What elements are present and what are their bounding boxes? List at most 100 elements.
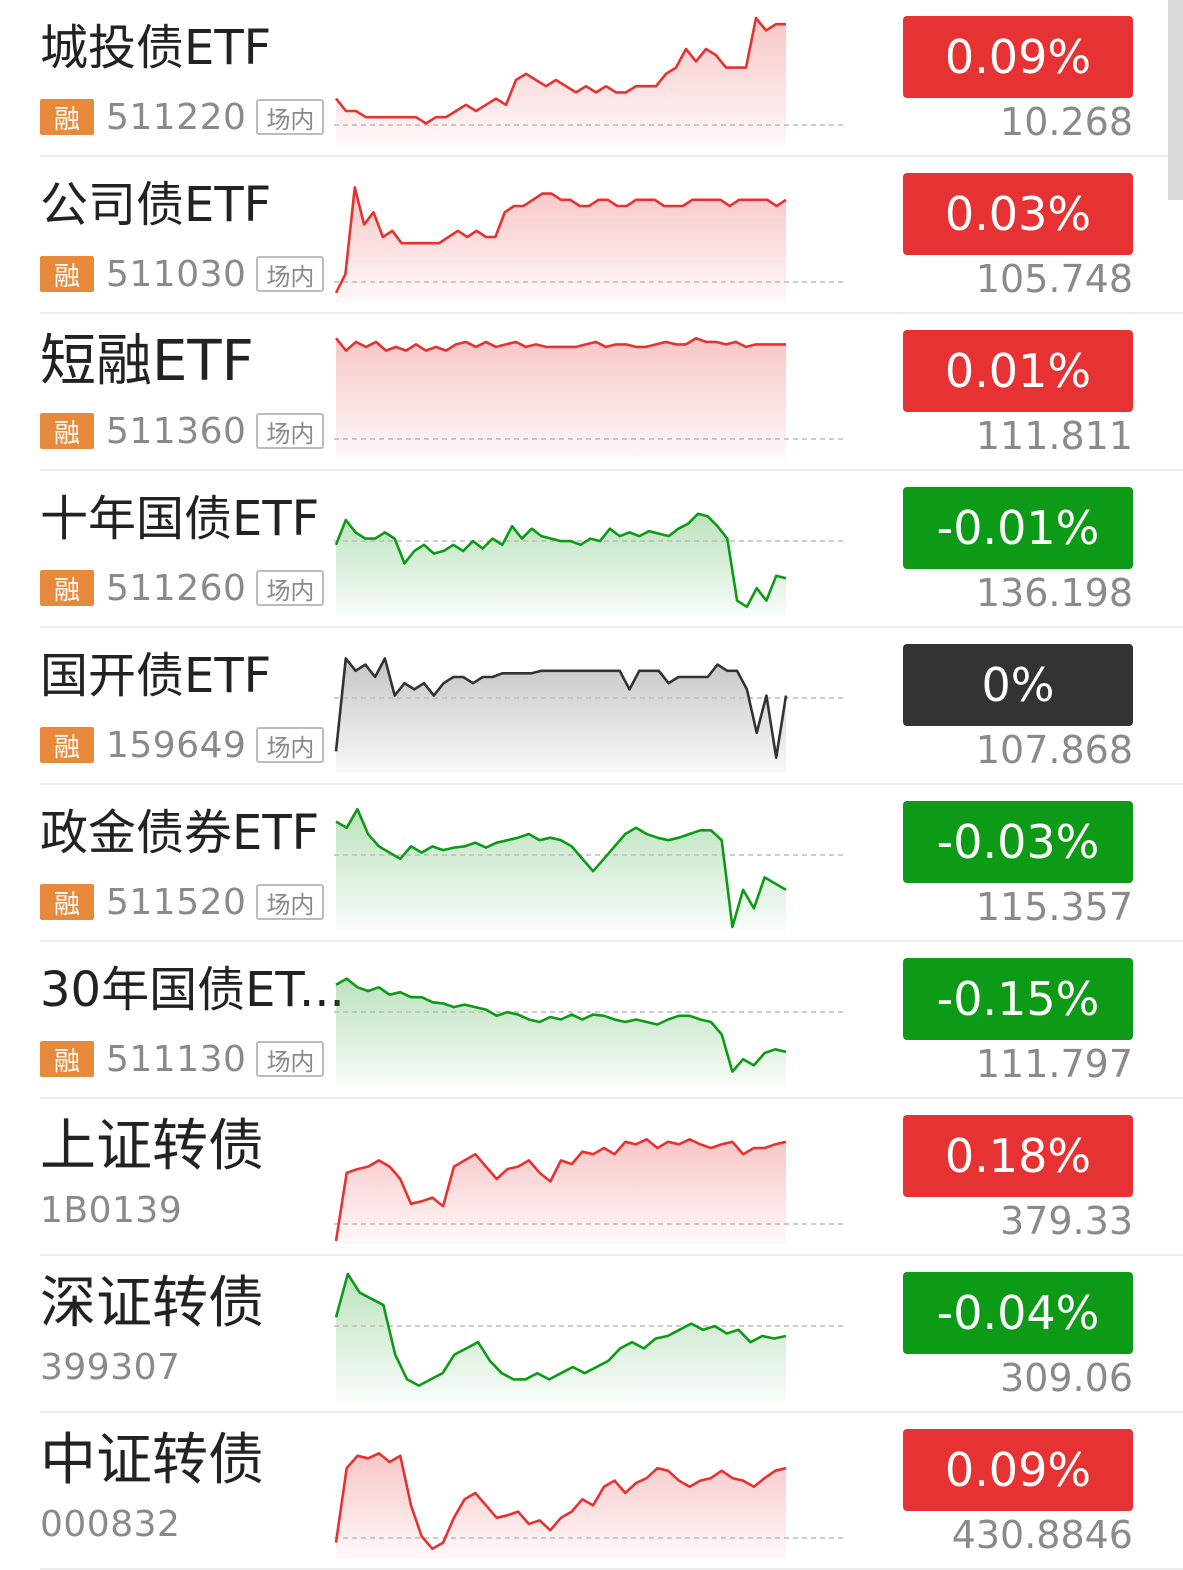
sparkline-chart [334,336,846,459]
change-badge[interactable]: 0.18% [903,1115,1133,1197]
change-badge[interactable]: 0% [903,644,1133,726]
security-name: 上证转债 [40,1114,264,1179]
margin-badge: 融 [40,256,94,292]
market-tag: 场内 [256,413,325,449]
margin-badge: 融 [40,1041,94,1077]
change-badge[interactable]: -0.04% [903,1272,1133,1354]
security-code: 511260 [106,567,247,609]
sparkline-line [334,1138,787,1242]
last-price: 430.8846 [951,1513,1133,1557]
change-badge[interactable]: 0.01% [903,330,1133,412]
sparkline-area [336,658,786,773]
last-price: 107.868 [975,728,1133,772]
security-code: 159649 [106,724,247,766]
change-badge[interactable]: 0.09% [903,16,1133,98]
security-meta: 融 511220 场内 [40,96,325,138]
security-meta: 融 511130 场内 [40,1039,325,1080]
security-meta: 融 511260 场内 [40,567,325,609]
last-price: 111.811 [975,414,1133,458]
row-divider [40,1254,1183,1256]
row-divider [40,1097,1183,1099]
security-name: 公司债ETF [40,177,272,233]
security-code: 399307 [40,1346,181,1388]
sparkline-line [335,807,787,929]
sparkline-chart [334,16,846,145]
sparkline-area [336,187,786,302]
sparkline-chart [334,186,846,302]
margin-badge: 融 [40,884,94,920]
row-divider [40,155,1183,157]
sparkline-line [334,512,787,609]
market-tag: 场内 [256,99,325,135]
sparkline-line [334,336,786,352]
sparkline-line [334,657,788,759]
margin-badge: 融 [40,727,94,763]
change-badge[interactable]: -0.01% [903,487,1133,569]
row-divider [40,626,1183,628]
change-badge[interactable]: 0.03% [903,173,1133,255]
security-code: 511220 [106,96,247,138]
sparkline-chart [334,512,846,616]
row-divider [40,469,1183,471]
market-tag: 场内 [256,1041,325,1077]
security-code: 511360 [106,410,247,452]
etf-row[interactable]: 十年国债ETF 融 511260 场内 -0.01% 136.198 [0,471,1183,628]
etf-row[interactable]: 城投债ETF 融 511220 场内 0.09% 10.268 [0,0,1183,157]
change-badge[interactable]: -0.15% [903,958,1133,1040]
security-name: 国开债ETF [40,648,272,704]
sparkline-line [334,1452,787,1551]
security-meta: 融 511520 场内 [40,881,325,923]
sparkline-chart [334,807,846,930]
margin-badge: 融 [40,99,94,135]
etf-row[interactable]: 国开债ETF 融 159649 场内 0% 107.868 [0,628,1183,785]
security-code: 511030 [106,253,247,295]
etf-row[interactable]: 深证转债 399307 -0.04% 309.06 [0,1256,1183,1413]
security-meta: 1B0139 [40,1190,182,1231]
sparkline-line [335,977,787,1073]
sparkline-chart [334,1272,846,1401]
etf-row[interactable]: 30年国债ET... 融 511130 场内 -0.15% 111.797 [0,942,1183,1099]
security-name: 30年国债ET... [40,962,345,1018]
row-divider [40,940,1183,942]
sparkline-area [336,18,786,145]
margin-badge: 融 [40,413,94,449]
etf-row[interactable]: 政金债券ETF 融 511520 场内 -0.03% 115.357 [0,785,1183,942]
sparkline-line [334,1272,787,1387]
last-price: 111.797 [975,1042,1133,1086]
security-code: 511520 [106,881,247,923]
sparkline-chart [334,657,846,773]
etf-row[interactable]: 上证转债 1B0139 0.18% 379.33 [0,1099,1183,1256]
sparkline-area [336,513,786,616]
etf-row[interactable]: 中证转债 000832 0.09% 430.8846 [0,1413,1183,1570]
sparkline-chart [334,977,846,1087]
market-tag: 场内 [256,256,325,292]
last-price: 10.268 [1000,100,1133,144]
security-name: 城投债ETF [40,20,272,76]
change-badge[interactable]: -0.03% [903,801,1133,883]
sparkline-chart [334,1452,846,1558]
market-tag: 场内 [256,727,325,763]
etf-row[interactable]: 短融ETF 融 511360 场内 0.01% 111.811 [0,314,1183,471]
sparkline-chart [334,1138,846,1244]
sparkline-area [336,809,786,930]
scrollbar[interactable] [1168,0,1183,200]
change-badge[interactable]: 0.09% [903,1429,1133,1511]
sparkline-line [334,16,786,125]
etf-row[interactable]: 公司债ETF 融 511030 场内 0.03% 105.748 [0,157,1183,314]
sparkline-line [334,186,787,294]
last-price: 105.748 [975,257,1133,301]
security-name: 深证转债 [40,1271,264,1336]
row-divider [40,312,1183,314]
security-meta: 融 511030 场内 [40,253,325,295]
sparkline-area [336,338,786,459]
row-divider [40,783,1183,785]
security-meta: 000832 [40,1503,181,1545]
security-meta: 融 511360 场内 [40,410,325,452]
security-name: 十年国债ETF [40,491,320,547]
last-price: 136.198 [975,571,1133,615]
security-name: 政金债券ETF [40,805,320,861]
security-code: 000832 [40,1503,181,1545]
last-price: 115.357 [975,885,1133,929]
market-tag: 场内 [256,884,325,920]
security-meta: 融 159649 场内 [40,724,325,766]
